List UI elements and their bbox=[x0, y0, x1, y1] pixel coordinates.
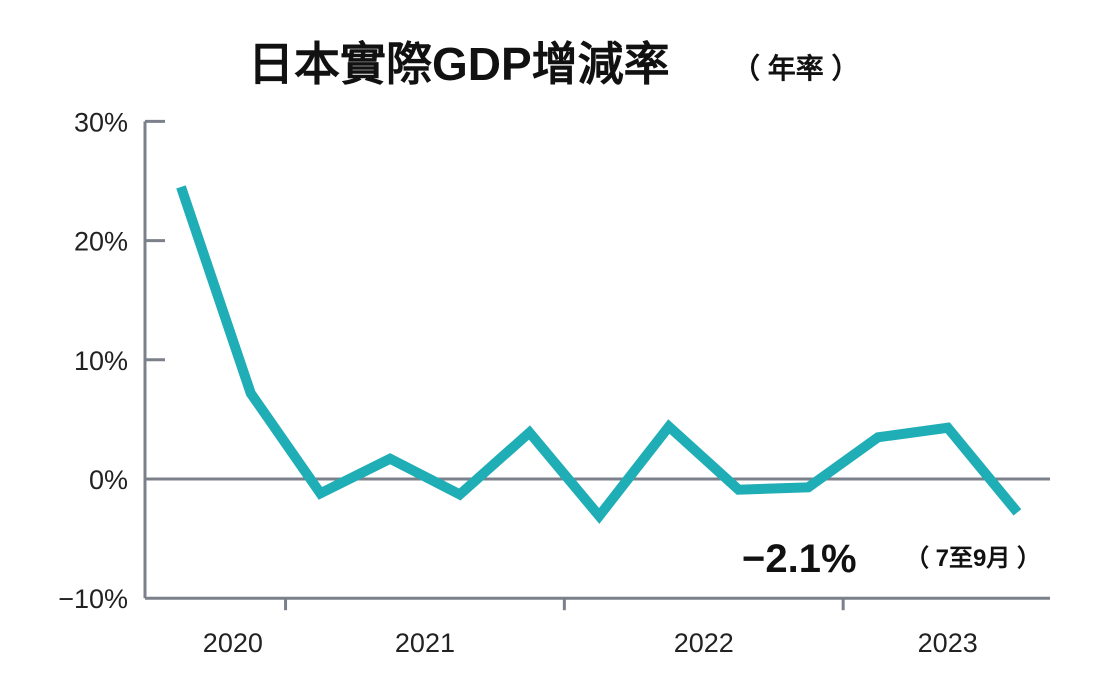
x-tick-label: 2021 bbox=[395, 628, 455, 658]
y-tick-label: −10% bbox=[58, 584, 128, 614]
chart-title: 日本實際GDP增減率 bbox=[248, 38, 670, 90]
y-tick-label: 10% bbox=[74, 346, 128, 376]
y-ticks: 30% 20% 10% 0% −10% bbox=[58, 107, 165, 614]
axes bbox=[143, 121, 1050, 600]
y-tick-label: 20% bbox=[74, 227, 128, 257]
x-ticks: 2020 2021 2022 2023 bbox=[203, 598, 978, 658]
series bbox=[176, 185, 1022, 524]
y-tick-label: 0% bbox=[89, 465, 128, 495]
latest-value-label: −2.1% bbox=[742, 537, 857, 581]
chart-subtitle: （ 年率 ） bbox=[732, 52, 860, 84]
x-tick-label: 2020 bbox=[203, 628, 263, 658]
latest-period-label: （ 7至9月 ） bbox=[905, 545, 1041, 572]
x-tick-label: 2023 bbox=[918, 628, 978, 658]
series-line bbox=[176, 185, 1022, 524]
x-tick-label: 2022 bbox=[674, 628, 734, 658]
y-tick-label: 30% bbox=[74, 107, 128, 137]
